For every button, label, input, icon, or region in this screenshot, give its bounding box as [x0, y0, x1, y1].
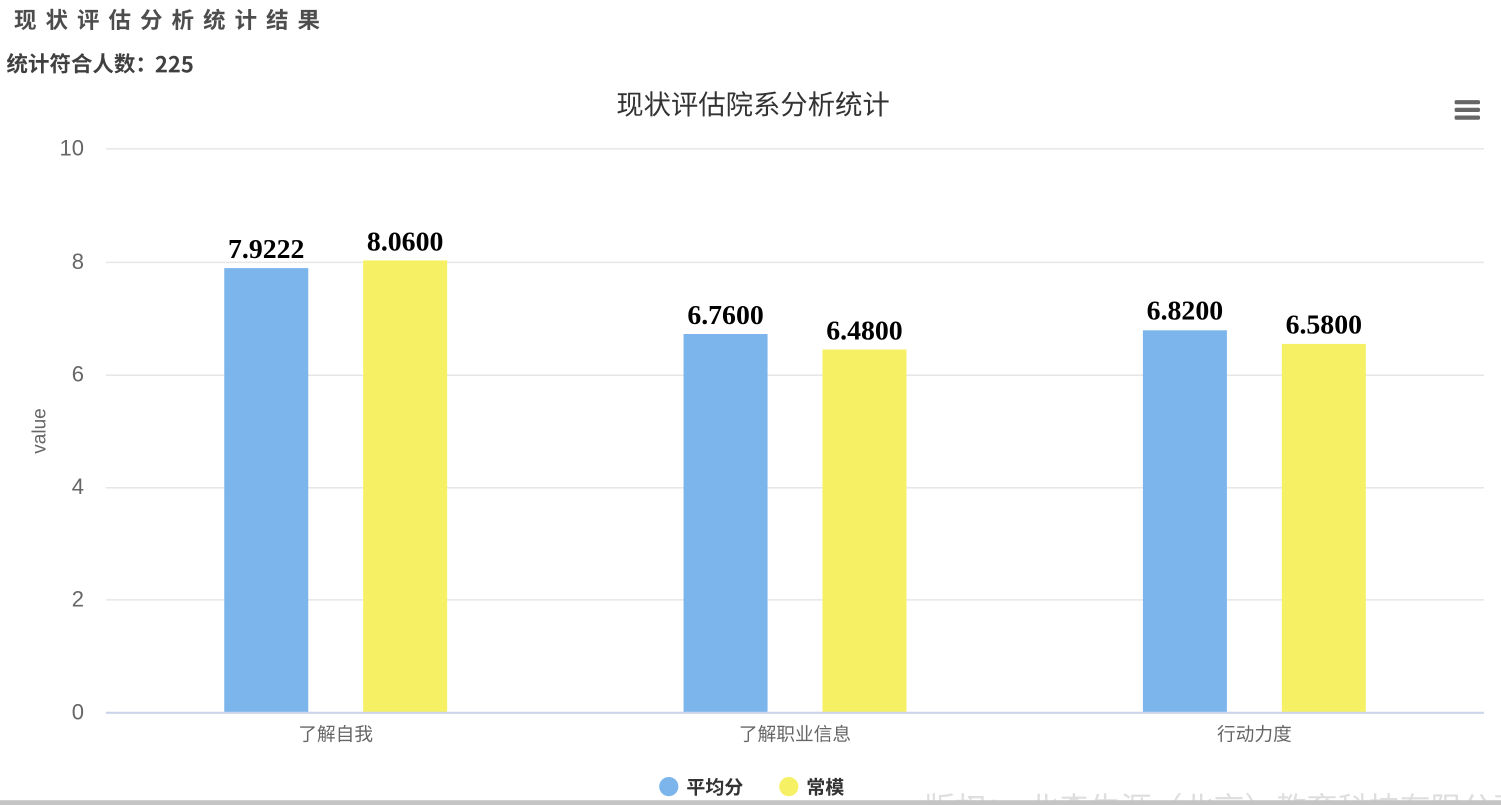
svg-text:8: 8 [72, 249, 84, 274]
svg-text:6.5800: 6.5800 [1286, 309, 1362, 340]
svg-text:6.7600: 6.7600 [687, 300, 763, 331]
svg-text:6.8200: 6.8200 [1147, 296, 1223, 327]
svg-text:10: 10 [60, 135, 84, 160]
svg-text:value: value [29, 408, 50, 453]
svg-text:8.0600: 8.0600 [367, 226, 443, 257]
svg-text:6.4800: 6.4800 [826, 316, 902, 347]
svg-text:0: 0 [72, 699, 84, 724]
svg-text:2: 2 [72, 586, 84, 611]
svg-text:6: 6 [72, 362, 84, 387]
svg-text:4: 4 [72, 474, 84, 499]
svg-text:7.9222: 7.9222 [228, 234, 304, 265]
